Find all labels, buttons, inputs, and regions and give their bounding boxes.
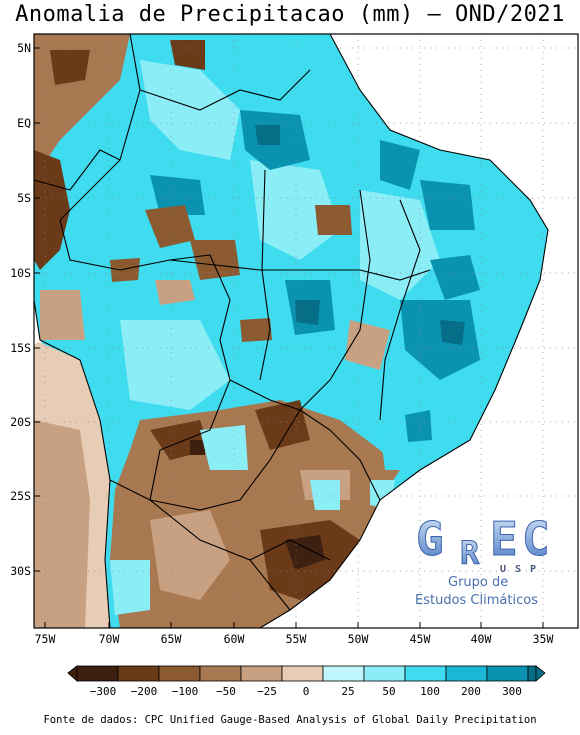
anomaly-deepest-teal — [255, 125, 465, 345]
lon-ticks — [44, 622, 544, 628]
lon-label: 75W — [35, 632, 56, 646]
lat-label: 20S — [10, 415, 31, 429]
colorbar-swatch — [158, 665, 201, 682]
colorbar-swatch — [363, 665, 406, 682]
lon-label: 70W — [99, 632, 120, 646]
colorbar-label: −100 — [172, 685, 199, 698]
colorbar-swatch — [117, 665, 160, 682]
anomaly-dry-west-dark — [34, 40, 205, 270]
colorbar-label: −300 — [90, 685, 117, 698]
anomaly-dry-light-north — [40, 280, 390, 370]
colorbar-label: 200 — [461, 685, 481, 698]
lat-ticks — [34, 47, 40, 572]
lon-label: 40W — [471, 632, 492, 646]
anomaly-light-cyan — [120, 60, 440, 410]
state-border-3 — [299, 189, 371, 411]
logo-letter: E — [490, 512, 518, 566]
colorbar-label: 100 — [420, 685, 440, 698]
northern-borders — [139, 69, 311, 111]
lon-label: 55W — [286, 632, 307, 646]
state-border-1 — [169, 259, 431, 281]
lat-labels: 5N EQ 5S 10S 15S 20S 25S 30S — [10, 41, 31, 578]
colorbar-label: −200 — [131, 685, 158, 698]
anomaly-wet-southeast-core — [405, 410, 432, 442]
colorbar-label: 300 — [502, 685, 522, 698]
lat-label: 25S — [10, 489, 31, 503]
state-border-5 — [299, 409, 381, 501]
logo-line2: Estudos Climáticos — [415, 593, 538, 608]
colorbar-swatch — [322, 665, 365, 682]
state-border-2 — [259, 169, 271, 381]
colorbar-swatch — [486, 665, 529, 682]
lat-label: 5S — [17, 191, 31, 205]
anomaly-extreme-dry-south — [190, 440, 325, 570]
ocean-atlantic — [260, 34, 578, 628]
colorbar-label: 25 — [341, 685, 354, 698]
anomaly-dry-chile — [34, 420, 90, 628]
atlantic-coastline — [259, 34, 549, 628]
colorbar-swatch — [404, 665, 447, 682]
coastline-borders — [34, 34, 549, 628]
lat-label: 30S — [10, 564, 31, 578]
lon-label: 65W — [161, 632, 182, 646]
bolivia-paraguay-border — [149, 379, 301, 511]
lon-label: 45W — [410, 632, 431, 646]
map-title: Anomalia de Precipitacao (mm) – OND/2021 — [15, 2, 565, 27]
precipitation-field — [34, 34, 578, 628]
colorbar — [67, 665, 546, 682]
logo-usp: USP — [500, 564, 545, 575]
colorbar-swatch — [281, 665, 324, 682]
state-border-4 — [379, 199, 421, 421]
lon-label: 50W — [348, 632, 369, 646]
logo-line1: Grupo de — [448, 575, 508, 590]
colorbar-arrow-left — [67, 665, 78, 682]
data-source-footer: Fonte de dados: CPC Unified Gauge-Based … — [43, 714, 537, 726]
anomaly-light-dry-south — [150, 470, 350, 600]
map-frame — [33, 33, 579, 629]
lon-label: 35W — [533, 632, 554, 646]
colorbar-label: −50 — [216, 685, 236, 698]
anomaly-dark-teal — [150, 110, 480, 380]
colorbar-arrow-right — [535, 665, 546, 682]
colorbar-label: −25 — [257, 685, 277, 698]
colorbar-label: 0 — [303, 685, 310, 698]
lat-label: 15S — [10, 341, 31, 355]
colorbar-swatch — [527, 665, 537, 682]
uruguay-border — [249, 539, 331, 561]
colombia-border — [34, 149, 121, 191]
colorbar-swatch — [76, 665, 119, 682]
lat-label: 5N — [17, 41, 31, 55]
anomaly-dry-spots-north — [110, 205, 352, 342]
grid-lines — [34, 34, 578, 628]
logo-letter: C — [522, 512, 550, 566]
logo-letter: R — [460, 534, 480, 572]
logo-letter: G — [416, 512, 444, 566]
colorbar-swatch — [199, 665, 242, 682]
lat-label: 10S — [10, 266, 31, 280]
lon-label: 60W — [224, 632, 245, 646]
colorbar-labels: −300 −200 −100 −50 −25 0 25 50 100 200 3… — [90, 685, 522, 698]
grec-logo: G R E C USP Grupo de Estudos Climáticos — [415, 512, 550, 609]
argentina-border — [109, 479, 291, 611]
colorbar-swatch — [240, 665, 283, 682]
lat-label: EQ — [17, 116, 31, 130]
colorbar-label: 50 — [382, 685, 395, 698]
pacific-coastline — [34, 299, 111, 628]
lon-labels: 75W 70W 65W 60W 55W 50W 45W 40W 35W — [35, 632, 554, 646]
anomaly-wet-pockets-south — [110, 425, 395, 615]
colorbar-swatch — [445, 665, 488, 682]
